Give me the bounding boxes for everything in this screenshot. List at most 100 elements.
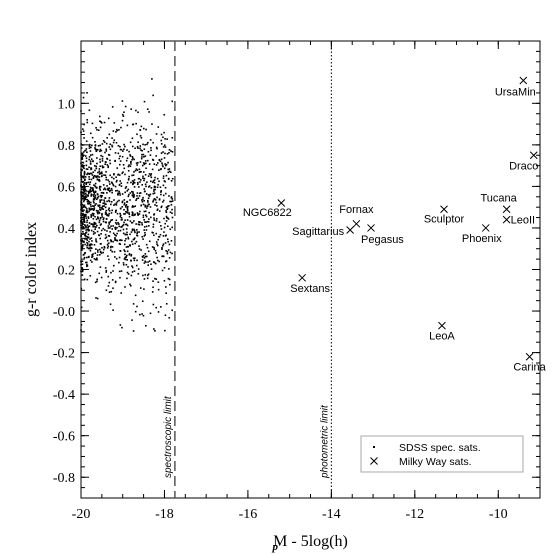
sdss-dot: [86, 221, 88, 224]
sdss-dot: [122, 171, 124, 173]
sdss-dot: [112, 287, 114, 289]
sdss-dot: [90, 223, 92, 225]
sdss-dot: [91, 153, 94, 156]
sdss-dot: [94, 182, 97, 185]
sdss-dot: [80, 173, 82, 175]
sdss-dot: [105, 271, 107, 273]
sdss-dot: [101, 208, 103, 210]
sdss-dot: [140, 179, 142, 181]
sdss-dot: [138, 186, 140, 188]
sdss-dot: [85, 194, 87, 196]
sdss-dot: [159, 186, 162, 189]
sdss-dot: [157, 281, 160, 283]
sdss-dot: [153, 190, 155, 192]
legend-x-marker: [370, 457, 378, 465]
sdss-dot: [101, 214, 103, 216]
sdss-dot: [132, 303, 135, 305]
sdss-dot: [127, 195, 130, 198]
sdss-dot: [84, 186, 86, 189]
sdss-dot: [141, 153, 143, 156]
sdss-dot: [129, 233, 131, 236]
sdss-dot: [148, 225, 150, 227]
sdss-dot: [153, 234, 155, 237]
sdss-dot: [100, 121, 102, 123]
sdss-dot: [91, 205, 94, 207]
sdss-dot: [134, 205, 137, 207]
sdss-dot: [80, 324, 83, 326]
sdss-dot: [116, 200, 119, 203]
sdss-dot: [144, 155, 147, 157]
sdss-dot: [164, 152, 166, 155]
sdss-dot: [90, 194, 93, 196]
sdss-dot: [130, 259, 132, 262]
sdss-dot: [94, 281, 97, 284]
sdss-dot: [153, 198, 156, 200]
sdss-dot: [156, 162, 159, 164]
sdss-dot: [168, 170, 171, 173]
sdss-dot: [166, 205, 169, 208]
sdss-dot: [152, 199, 155, 202]
sdss-dot: [80, 143, 82, 145]
sdss-dot: [130, 181, 132, 184]
sdss-dot: [94, 225, 96, 228]
mw-satellite-marker: [298, 273, 307, 282]
sdss-dot: [119, 207, 122, 210]
sdss-dot: [134, 242, 136, 245]
sdss-dot: [87, 181, 90, 184]
sdss-dot: [143, 179, 145, 182]
sdss-dot: [101, 160, 104, 162]
sdss-dot: [103, 199, 105, 202]
sdss-dot: [160, 143, 163, 145]
sdss-dot: [153, 186, 156, 188]
sdss-dot: [131, 243, 134, 245]
sdss-dot: [156, 244, 159, 247]
sdss-dot: [84, 178, 86, 181]
sdss-dot: [83, 224, 86, 226]
sdss-dot: [103, 205, 105, 207]
sdss-dot: [99, 172, 101, 174]
sdss-dot: [89, 244, 92, 247]
sdss-dot: [164, 192, 167, 195]
sdss-dot: [80, 270, 83, 273]
sdss-dot: [104, 233, 107, 236]
sdss-dot: [127, 236, 129, 239]
sdss-dot: [109, 148, 112, 151]
sdss-dot: [108, 212, 110, 215]
y-axis-label: g-r color index: [23, 222, 40, 317]
sdss-dot: [86, 244, 88, 247]
sdss-dot: [125, 228, 128, 230]
sdss-dot: [107, 225, 110, 227]
sdss-dot: [144, 260, 146, 263]
sdss-dot: [103, 203, 106, 205]
sdss-dot: [117, 230, 120, 232]
sdss-dot: [108, 183, 111, 185]
sdss-dot: [168, 243, 171, 246]
sdss-dot: [167, 217, 169, 219]
sdss-dot: [152, 226, 155, 228]
sdss-dot: [137, 141, 139, 144]
sdss-dot: [119, 243, 122, 246]
sdss-dot: [132, 157, 134, 160]
sdss-dot: [171, 136, 174, 139]
sdss-dot: [98, 168, 101, 170]
sdss-dot: [82, 230, 84, 233]
sdss-dot: [167, 171, 170, 174]
sdss-dot: [80, 246, 83, 249]
sdss-dot: [105, 150, 108, 152]
sdss-dot: [145, 324, 147, 327]
legend-box: [360, 435, 524, 473]
sdss-dot: [123, 258, 126, 260]
sdss-dot: [117, 192, 120, 195]
sdss-dot: [86, 121, 89, 124]
plot-frame: [80, 40, 541, 499]
mw-satellite-marker: [481, 224, 490, 232]
sdss-dot: [114, 228, 117, 231]
sdss-dot: [88, 147, 91, 149]
sdss-dot: [103, 141, 106, 143]
sdss-dot: [141, 313, 143, 315]
sdss-dot: [141, 149, 143, 152]
sdss-dot: [146, 246, 149, 249]
x-axis-label-subscript: p: [272, 541, 279, 553]
sdss-dot: [85, 196, 88, 198]
sdss-dot: [146, 205, 149, 208]
